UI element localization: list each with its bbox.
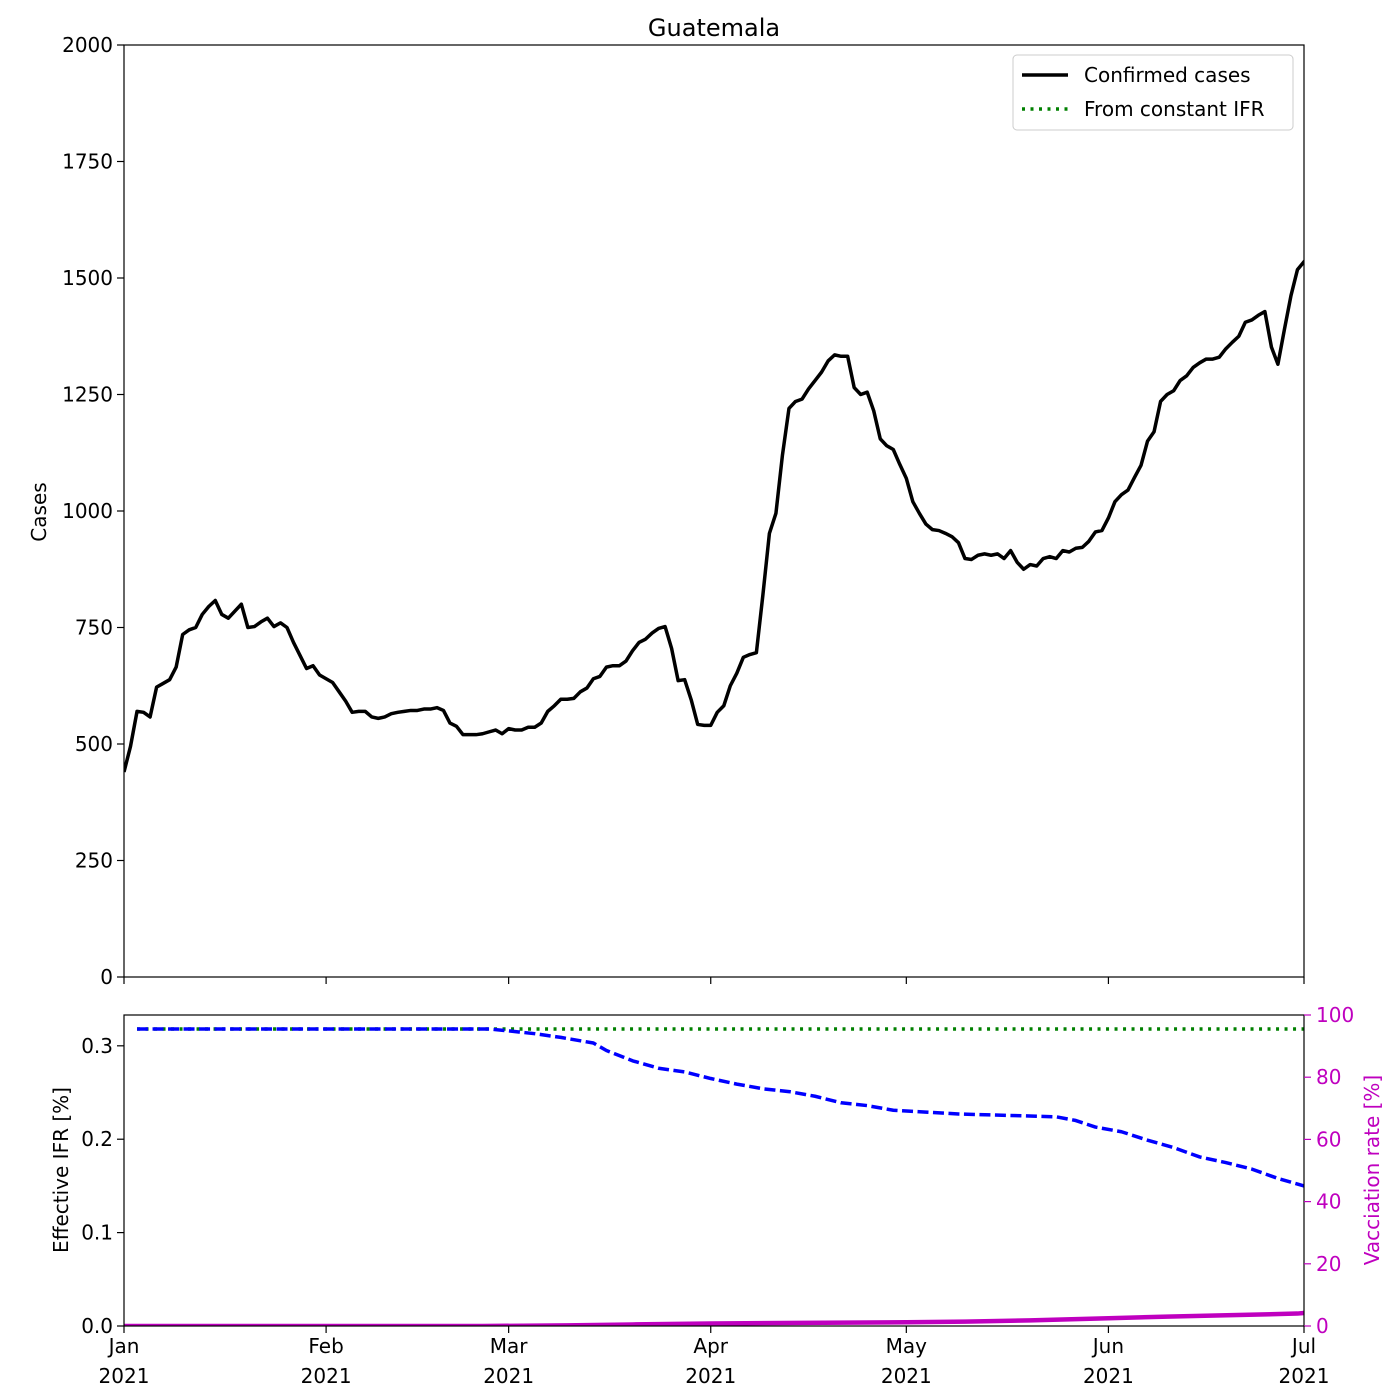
ifr-plot-frame bbox=[123, 1014, 1305, 1327]
x-tick-label-year: 2021 bbox=[881, 1364, 932, 1388]
cases-y-tick-label: 1500 bbox=[62, 266, 113, 290]
series-line-confirmed-cases bbox=[124, 259, 1304, 773]
vaccination-y-tick-label: 40 bbox=[1316, 1190, 1341, 1214]
x-tick-label-year: 2021 bbox=[483, 1364, 534, 1388]
ifr-y-tick-label: 0.2 bbox=[81, 1127, 113, 1151]
x-tick-label-year: 2021 bbox=[685, 1364, 736, 1388]
cases-y-tick-label: 250 bbox=[75, 849, 113, 873]
x-tick-label-year: 2021 bbox=[99, 1364, 150, 1388]
cases-y-tick-label: 1000 bbox=[62, 499, 113, 523]
x-tick-label-month: Mar bbox=[490, 1334, 529, 1358]
x-tick-label-month: Jul bbox=[1290, 1334, 1316, 1358]
ifr-y-axis-label: Effective IFR [%] bbox=[49, 1087, 73, 1253]
vaccination-y-tick-label: 100 bbox=[1316, 1003, 1354, 1027]
vaccination-y-tick-label: 80 bbox=[1316, 1065, 1341, 1089]
cases-y-tick-label: 1250 bbox=[62, 383, 113, 407]
cases-y-tick-label: 2000 bbox=[62, 33, 113, 57]
legend-label-constant-ifr: From constant IFR bbox=[1084, 97, 1265, 121]
vaccination-y-tick-label: 0 bbox=[1316, 1314, 1329, 1338]
cases-y-axis-label: Cases bbox=[27, 482, 51, 541]
ifr-y-tick-label: 0.3 bbox=[81, 1034, 113, 1058]
x-tick-label-year: 2021 bbox=[1279, 1364, 1330, 1388]
cases-plot-frame bbox=[123, 44, 1305, 978]
cases-panel: 0 250 500 750 1000 1250 1500 1750 2000 bbox=[62, 33, 1305, 989]
x-tick-label-month: Apr bbox=[693, 1334, 728, 1358]
x-tick-label-month: Jan bbox=[107, 1334, 140, 1358]
vaccination-y-tick-label: 20 bbox=[1316, 1252, 1341, 1276]
vaccination-y-tick-label: 60 bbox=[1316, 1127, 1341, 1151]
cases-y-tick-label: 0 bbox=[100, 965, 113, 989]
series-line-effective-ifr bbox=[137, 1027, 1304, 1188]
legend-box bbox=[1012, 54, 1294, 131]
legend: Confirmed cases From constant IFR bbox=[1012, 54, 1294, 131]
cases-y-tick-label: 500 bbox=[75, 732, 113, 756]
cases-y-tick-label: 750 bbox=[75, 616, 113, 640]
chart-title: Guatemala bbox=[648, 14, 780, 42]
legend-label-confirmed-cases: Confirmed cases bbox=[1084, 63, 1251, 87]
x-tick-label-month: Feb bbox=[308, 1334, 343, 1358]
series-line-vaccination-rate bbox=[124, 1310, 1304, 1326]
x-tick-label-year: 2021 bbox=[1083, 1364, 1134, 1388]
ifr-y-tick-label: 0.1 bbox=[81, 1221, 113, 1245]
x-tick-label-month: May bbox=[886, 1334, 928, 1358]
ifr-y-tick-label: 0.0 bbox=[81, 1314, 113, 1338]
vaccination-y-axis-label: Vacciation rate [%] bbox=[1360, 1075, 1384, 1265]
x-tick-label-month: Jun bbox=[1091, 1334, 1124, 1358]
x-tick-label-year: 2021 bbox=[301, 1364, 352, 1388]
cases-y-tick-label: 1750 bbox=[62, 150, 113, 174]
ifr-panel: 0.0 0.1 0.2 0.3 0 20 40 60 80 100 Jan 2021 Feb 2021 Ma… bbox=[81, 1003, 1354, 1388]
